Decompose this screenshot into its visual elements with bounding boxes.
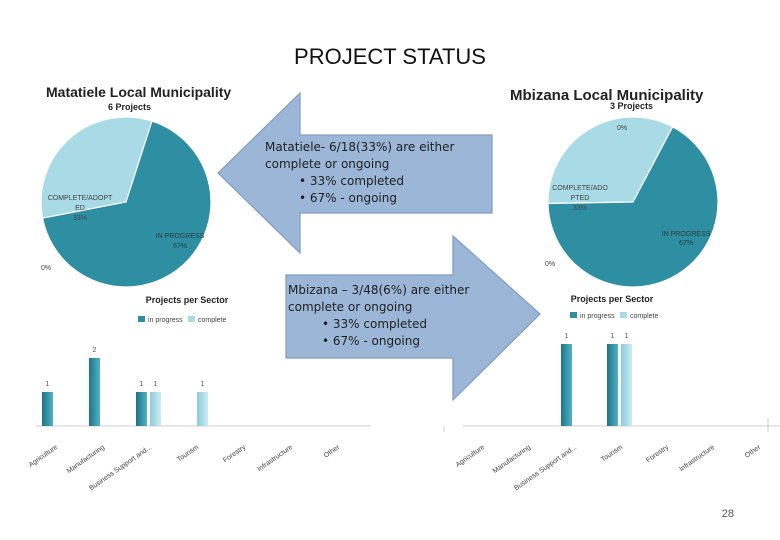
slide-title: PROJECT STATUS — [294, 44, 486, 69]
category-tick-label: Other — [323, 444, 342, 460]
callout-bullet: • 67% - ongoing — [299, 191, 397, 205]
callout-line: complete or ongoing — [288, 300, 413, 314]
legend-swatch-in-progress — [138, 316, 145, 322]
right-arrow-callout — [285, 234, 541, 402]
bar-complete — [150, 392, 161, 426]
category-tick-label: Infrastructure — [678, 444, 716, 473]
bar-data-label: 1 — [140, 381, 144, 388]
callout-line: Mbizana – 3/48(6%) are either — [288, 283, 470, 297]
matatiele-pie-slice — [40, 116, 153, 219]
legend-label: complete — [198, 317, 227, 324]
pie-label-progress: IN PROGRESS — [662, 231, 711, 238]
page-number: 28 — [721, 508, 734, 520]
category-tick-label: Tourism — [176, 444, 200, 464]
category-tick-label: Other — [744, 444, 763, 460]
category-tick-label: Forestry — [222, 444, 247, 465]
bar-in-progress — [561, 344, 572, 426]
bar-in-progress — [89, 358, 100, 426]
legend-swatch-in-progress — [570, 312, 577, 318]
bar-in-progress — [607, 344, 618, 426]
pie-label-zero: 0% — [617, 125, 627, 132]
callout-bullet: • 33% completed — [322, 317, 428, 331]
category-tick-label: Manufacturing — [492, 444, 532, 475]
callout-line: complete or ongoing — [265, 157, 390, 171]
pie-label-progress: 67% — [173, 243, 187, 250]
bar-complete — [621, 344, 632, 426]
legend-label: complete — [630, 313, 659, 320]
right-project-count: 3 Projects — [610, 101, 654, 111]
pie-label-complete: PTED — [571, 195, 590, 202]
bar-data-label: 2 — [93, 347, 97, 354]
category-tick-label: Forestry — [645, 444, 670, 465]
category-tick-label: Manufacturing — [66, 444, 106, 475]
right-municipality-title: Mbizana Local Municipality — [510, 87, 704, 104]
callout-line: Matatiele- 6/18(33%) are either — [265, 140, 455, 154]
callout-bullet: • 33% completed — [299, 174, 405, 188]
legend-swatch-complete — [188, 316, 195, 322]
bar-data-label: 1 — [46, 381, 50, 388]
legend-swatch-complete — [620, 312, 627, 318]
mbizana-pie-slice — [547, 116, 674, 205]
matatiele-callout: Matatiele- 6/18(33%) are either complete… — [265, 139, 454, 207]
pie-label-complete: COMPLETE/ADO — [552, 185, 608, 192]
pie-label-complete: COMPLETE/ADOPT — [48, 195, 113, 202]
pie-label-zero: 0% — [41, 265, 51, 272]
mbizana-callout: Mbizana – 3/48(6%) are either complete o… — [288, 282, 469, 350]
category-tick-label: Agriculture — [455, 444, 487, 469]
category-tick-label: Infrastructure — [256, 444, 294, 473]
callout-bullet: • 67% - ongoing — [322, 334, 420, 348]
pie-label-progress: IN PROGRESS — [156, 233, 205, 240]
bar-data-label: 1 — [201, 381, 205, 388]
bar-data-label: 1 — [611, 333, 615, 340]
bar-data-label: 1 — [625, 333, 629, 340]
bar-chart-title: Projects per Sector — [571, 294, 654, 304]
bar-in-progress — [136, 392, 147, 426]
category-tick-label: Agriculture — [28, 444, 60, 469]
left-municipality-title: Matatiele Local Municipality — [46, 84, 232, 100]
bar-in-progress — [42, 392, 53, 426]
pie-label-complete: 33% — [573, 205, 587, 212]
legend-label: in progress — [148, 317, 183, 324]
matatiele-pie-slice — [41, 120, 212, 288]
pie-label-complete: 33% — [73, 215, 87, 222]
left-arrow-callout — [217, 91, 493, 255]
pie-label-complete: ED — [75, 205, 85, 212]
left-project-count: 6 Projects — [108, 102, 152, 112]
category-tick-label: Tourism — [600, 444, 624, 464]
pie-label-zero: 0% — [545, 261, 555, 268]
pie-label-progress: 67% — [679, 240, 693, 247]
bar-chart-title: Projects per Sector — [146, 295, 229, 305]
mbizana-pie-slice — [547, 125, 719, 288]
bar-complete — [197, 392, 208, 426]
legend-label: in progress — [580, 313, 615, 320]
bar-data-label: 1 — [565, 333, 569, 340]
bar-data-label: 1 — [154, 381, 158, 388]
